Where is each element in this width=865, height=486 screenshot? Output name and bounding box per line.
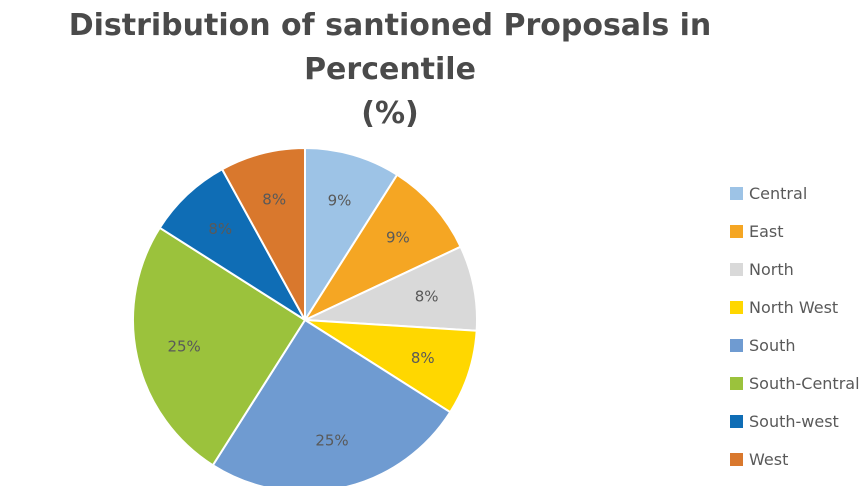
legend-swatch xyxy=(730,452,743,466)
legend-label: East xyxy=(749,221,784,241)
legend-swatch xyxy=(730,224,743,238)
legend-item-north: North xyxy=(730,250,860,288)
pie-data-label-south: 25% xyxy=(315,431,348,449)
chart-title-line-1: Distribution of santioned Proposals in P… xyxy=(68,8,712,87)
legend-item-south-central: South-Central xyxy=(730,364,860,402)
legend-item-east: East xyxy=(730,212,860,250)
legend-item-south-west: South-west xyxy=(730,402,860,440)
chart-legend: Central East North North West South South-Cen… xyxy=(730,174,860,478)
legend-label: West xyxy=(749,449,789,469)
legend-item-south: South xyxy=(730,326,860,364)
legend-item-central: Central xyxy=(730,174,860,212)
chart-title-line-2: (%) xyxy=(361,96,419,131)
pie-data-label-east: 9% xyxy=(386,229,410,247)
pie-data-label-south-west: 8% xyxy=(208,220,232,238)
legend-label: North West xyxy=(749,297,839,317)
pie-data-label-central: 9% xyxy=(328,192,352,210)
pie-data-label-south-central: 25% xyxy=(167,338,200,356)
legend-label: South-west xyxy=(749,411,839,431)
pie-slice-west xyxy=(220,146,306,321)
pie-slice-south-central xyxy=(132,226,307,467)
legend-swatch xyxy=(730,300,743,314)
legend-item-west: West xyxy=(730,440,860,478)
legend-swatch xyxy=(730,414,743,428)
pie-slice-south xyxy=(211,318,452,486)
pie-slice-east xyxy=(302,173,462,323)
legend-label: Central xyxy=(749,183,808,203)
legend-swatch xyxy=(730,186,743,200)
legend-swatch xyxy=(730,376,743,390)
legend-swatch xyxy=(730,262,743,276)
legend-label: South xyxy=(749,335,796,355)
legend-item-north-west: North West xyxy=(730,288,860,326)
pie-data-label-north-west: 8% xyxy=(411,349,435,367)
pie-data-label-north: 8% xyxy=(415,287,439,305)
pie-slice-central xyxy=(304,146,399,324)
legend-swatch xyxy=(730,338,743,352)
legend-label: North xyxy=(749,259,794,279)
chart-title: Distribution of santioned Proposals in P… xyxy=(0,4,780,136)
pie-data-label-west: 8% xyxy=(262,191,286,209)
legend-label: South-Central xyxy=(749,373,860,393)
